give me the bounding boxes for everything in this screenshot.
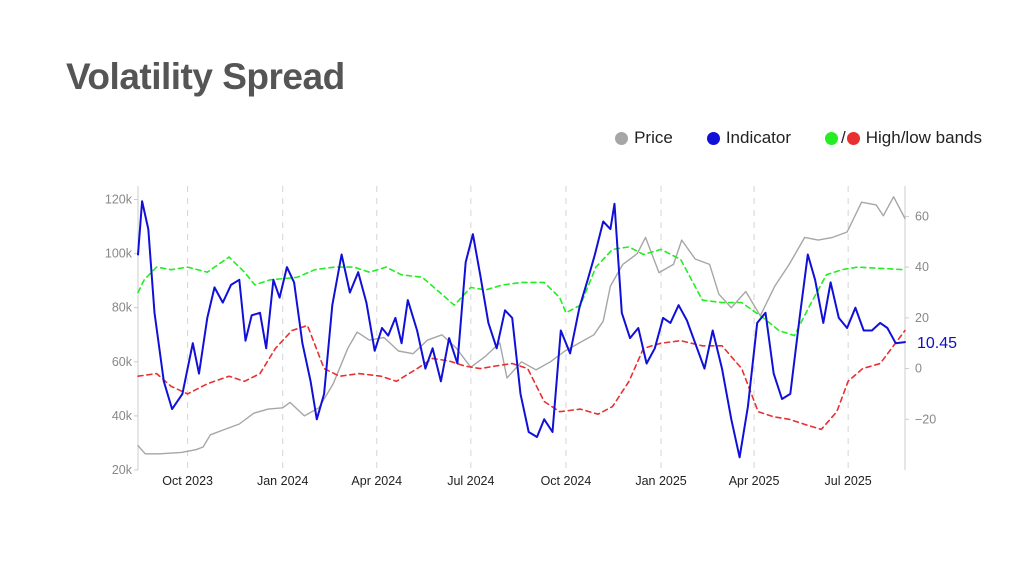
legend-low-band-marker (846, 131, 860, 145)
legend-item-price[interactable]: Price (615, 128, 673, 148)
tick-labels: Oct 2023 Jan 2024 Apr 2024 Jul 2024 Oct 2024… (105, 193, 957, 488)
x-tick-label: Apr 2025 (729, 474, 780, 488)
right-tick-label: −20 (915, 412, 936, 426)
left-tick-label: 20k (112, 463, 133, 477)
legend-bands-label: High/low bands (865, 128, 982, 147)
series-price (137, 196, 906, 455)
series-low-band (137, 324, 906, 431)
legend-indicator-label: Indicator (725, 128, 792, 147)
x-tick-label: Oct 2023 (162, 474, 213, 488)
left-tick-label: 80k (112, 301, 133, 315)
right-tick-label: 20 (915, 311, 929, 325)
legend-high-band-marker (825, 131, 839, 145)
chart-title: Volatility Spread (66, 56, 345, 97)
vertical-grid (187, 186, 849, 470)
legend-item-indicator[interactable]: Indicator (706, 128, 792, 148)
x-tick-label: Apr 2024 (351, 474, 402, 488)
legend-bands-separator: / (841, 128, 846, 147)
x-tick-label: Jul 2024 (447, 474, 494, 488)
series-lines (137, 196, 906, 459)
right-tick-label: 0 (915, 362, 922, 376)
legend-indicator-marker (706, 131, 720, 145)
chart-legend: Price Indicator / High/low bands (581, 128, 982, 148)
series-high-band (137, 246, 906, 337)
series-indicator (137, 200, 906, 459)
x-tick-label: Jul 2025 (825, 474, 872, 488)
legend-item-bands[interactable]: / High/low bands (825, 128, 982, 148)
left-tick-label: 120k (105, 193, 133, 207)
legend-price-marker (615, 131, 629, 145)
x-tick-label: Oct 2024 (541, 474, 592, 488)
left-tick-label: 40k (112, 409, 133, 423)
left-tick-label: 100k (105, 247, 133, 261)
x-tick-label: Jan 2024 (257, 474, 308, 488)
right-tick-label: 60 (915, 209, 929, 223)
legend-price-label: Price (634, 128, 673, 147)
indicator-last-value: 10.45 (917, 335, 957, 352)
right-tick-label: 40 (915, 260, 929, 274)
axes (134, 186, 909, 471)
left-tick-label: 60k (112, 355, 133, 369)
x-tick-label: Jan 2025 (635, 474, 686, 488)
